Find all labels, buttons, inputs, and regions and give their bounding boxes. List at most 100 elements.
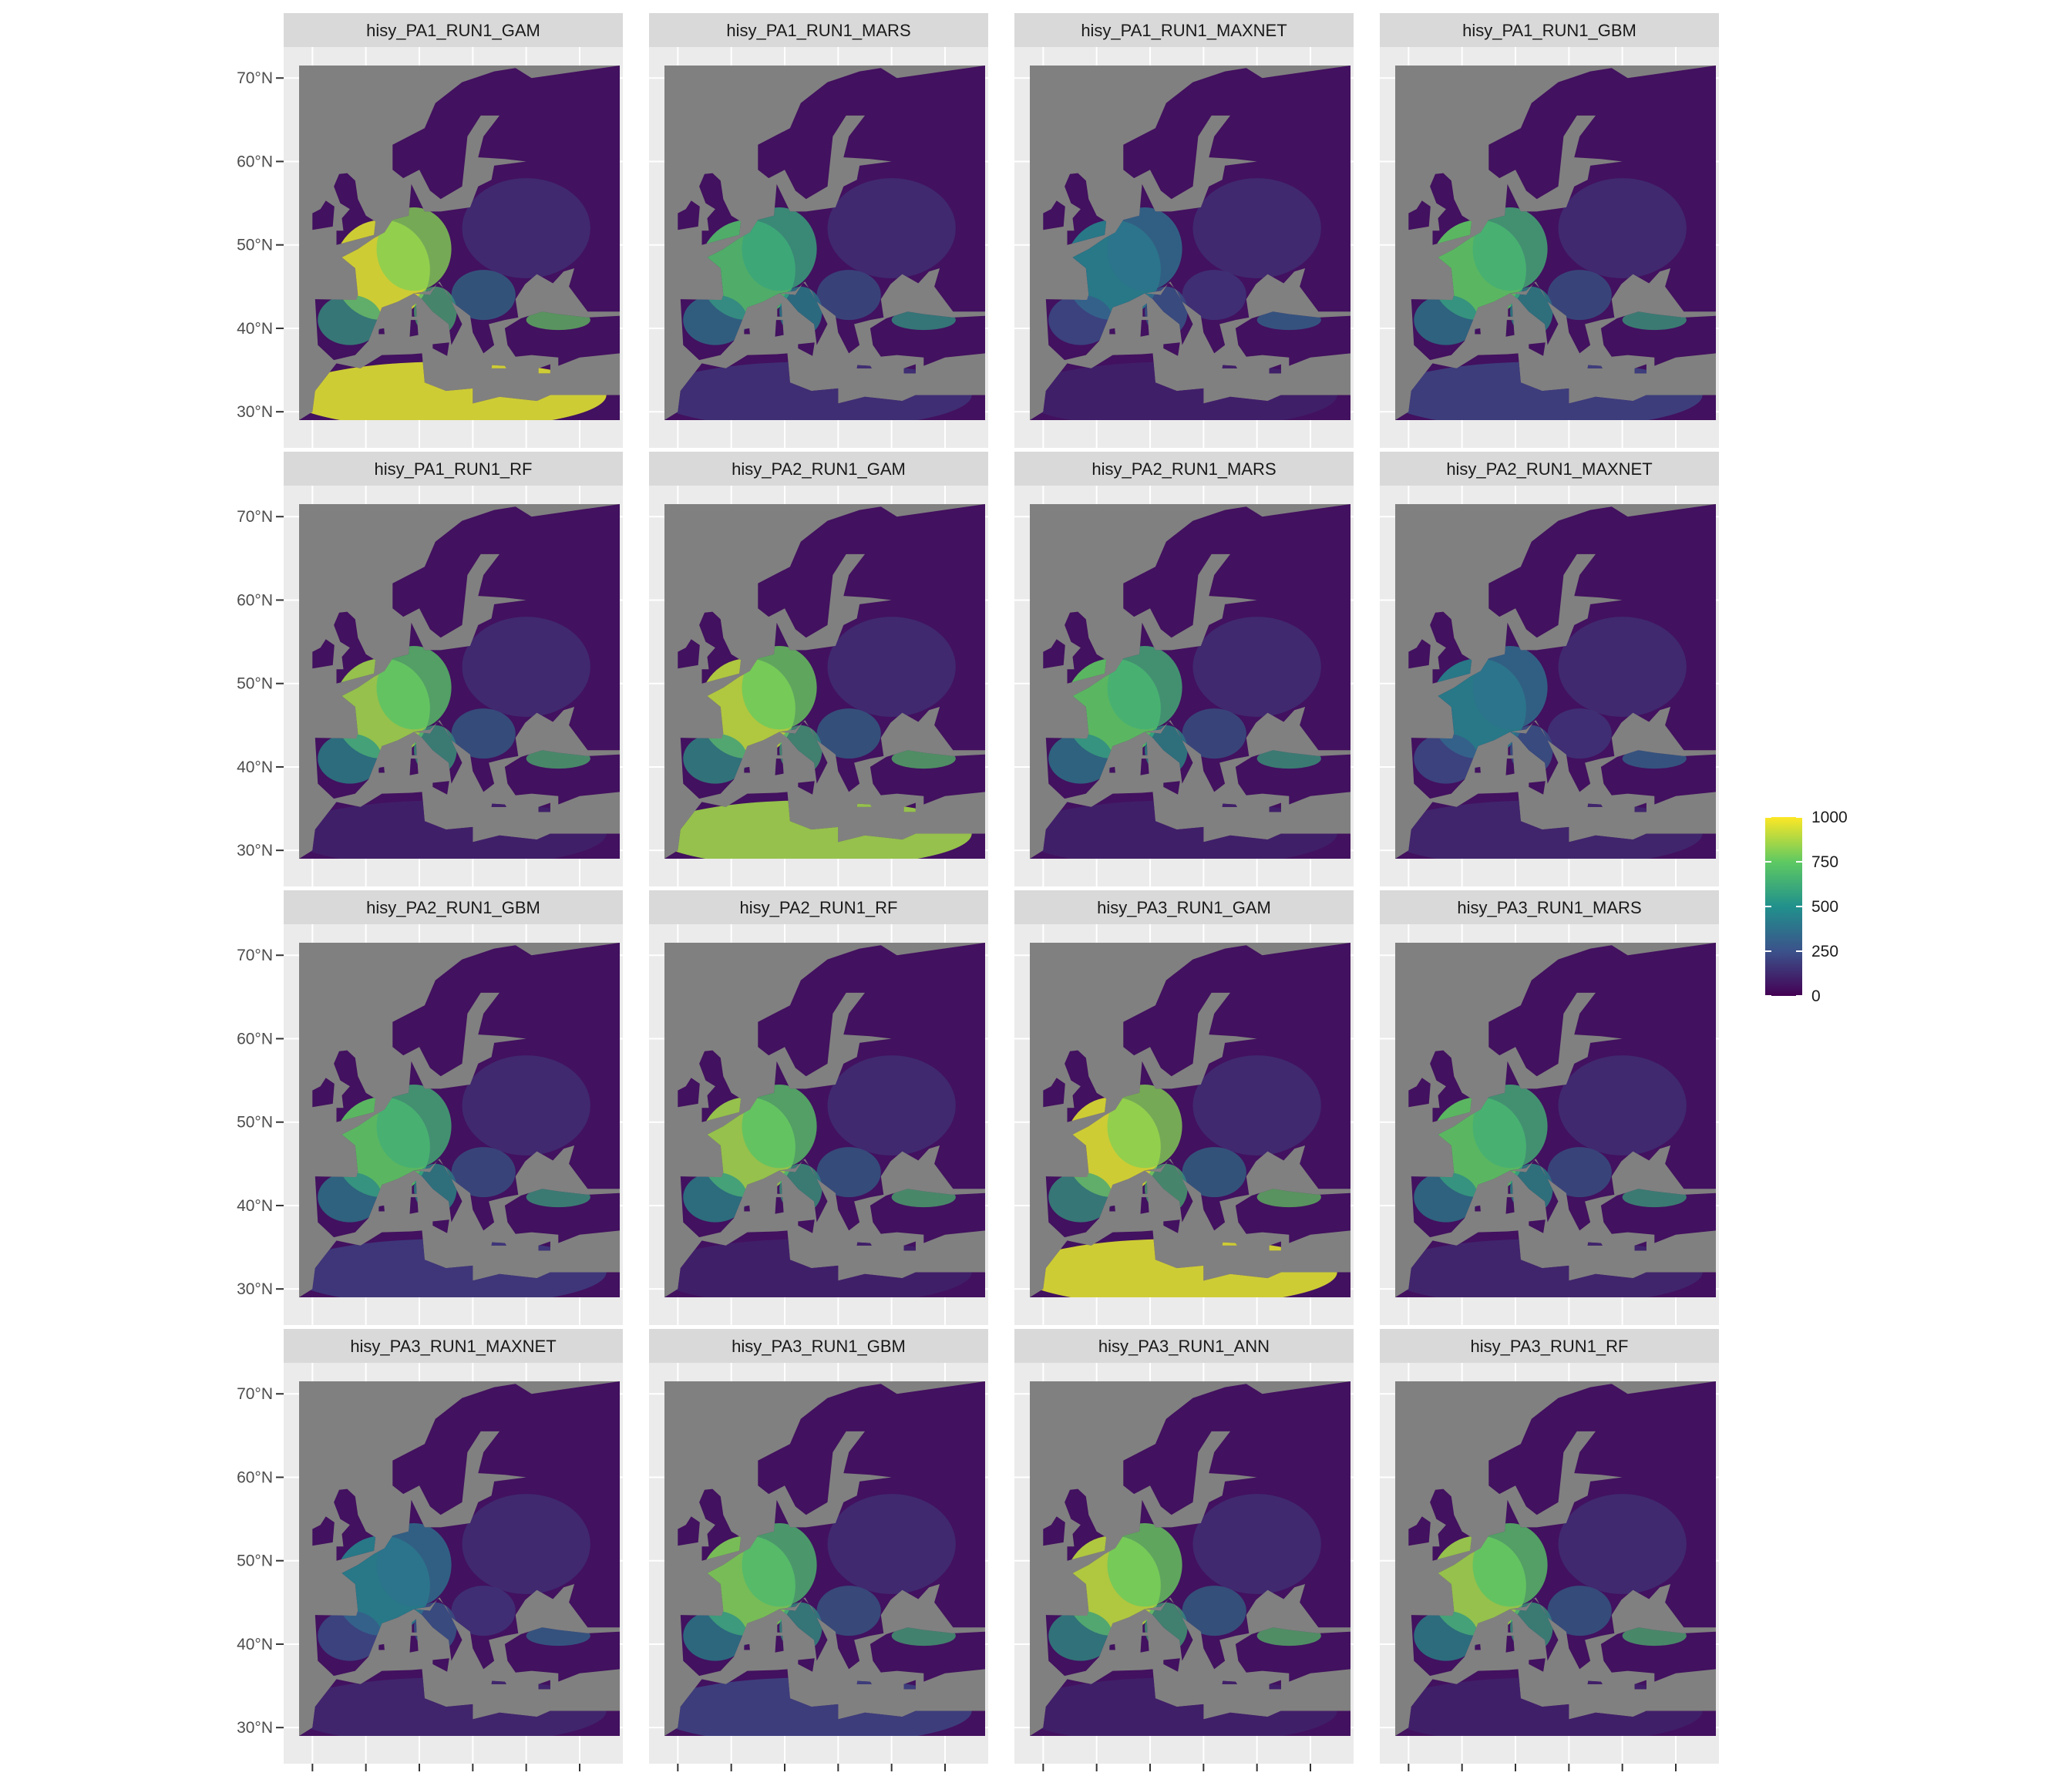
lat-tick-label: 30°N (237, 403, 273, 421)
colorbar-legend: 1000 750 500 250 0 (1765, 809, 1848, 1005)
suitability-overlay (664, 178, 972, 420)
land-area (378, 1205, 385, 1212)
map-panel (649, 486, 988, 886)
map-panel (1014, 47, 1354, 448)
lat-tick-label: 70°N (237, 947, 273, 964)
land-area (378, 1643, 385, 1650)
land-area (1505, 1197, 1515, 1214)
facet-title: hisy_PA3_RUN1_ANN (1098, 1337, 1270, 1356)
land-area (409, 1636, 419, 1653)
land-area (678, 1516, 700, 1546)
map-panel (1014, 1363, 1354, 1764)
lat-tick-label: 30°N (237, 1280, 273, 1298)
land-area (798, 342, 815, 356)
land-area (1163, 1219, 1180, 1233)
land-area (1408, 639, 1431, 669)
land-area (1043, 200, 1065, 230)
facet-strip (1014, 1329, 1354, 1363)
land-area (432, 1658, 449, 1672)
land-area (775, 1197, 784, 1214)
lat-tick-label: 60°N (237, 591, 273, 609)
land-area (798, 781, 815, 795)
land-area (432, 781, 449, 795)
facet-title: hisy_PA2_RUN1_GAM (732, 459, 906, 479)
facet-strip (284, 890, 623, 924)
land-area (1475, 1643, 1481, 1650)
facet-panel: hisy_PA3_RUN1_ANN (1014, 1329, 1354, 1764)
land-area (1408, 200, 1431, 230)
facet-panel: hisy_PA3_RUN1_MAXNET (284, 1329, 623, 1764)
facet-panel: hisy_PA1_RUN1_GBM (1380, 13, 1719, 448)
facet-strip (1380, 1329, 1719, 1363)
land-area (1408, 1516, 1431, 1546)
land-area (1163, 342, 1180, 356)
land-area (1529, 342, 1546, 356)
map-panel (649, 1363, 988, 1764)
facet-strip (284, 1329, 623, 1363)
facet-title: hisy_PA1_RUN1_RF (374, 459, 532, 479)
land-area (312, 1516, 335, 1546)
lat-tick-label: 50°N (237, 675, 273, 693)
lat-tick-label: 40°N (237, 320, 273, 338)
land-area (1109, 1205, 1115, 1212)
map-panel (649, 924, 988, 1325)
facet-strip (1014, 13, 1354, 47)
lat-tick-label: 30°N (237, 1719, 273, 1737)
land-area (432, 342, 449, 356)
facet-panel: hisy_PA2_RUN1_GBM (284, 890, 623, 1325)
land-area (312, 639, 335, 669)
land-area (678, 1078, 700, 1108)
land-area (1529, 1658, 1546, 1672)
land-area (432, 1219, 449, 1233)
land-area (1140, 320, 1149, 337)
facet-panel: hisy_PA1_RUN1_MAXNET (1014, 13, 1354, 448)
land-area (1505, 1636, 1515, 1653)
latitude-axis: 70°N 60°N 50°N 40°N 30°N 70°N 60°N 50°N 40°N 30°N… (237, 69, 284, 1737)
facet-title: hisy_PA1_RUN1_MAXNET (1081, 21, 1287, 40)
map-panel (1014, 924, 1354, 1325)
map-panel (1014, 486, 1354, 886)
map-panel (1380, 924, 1719, 1325)
facet-strip (1014, 452, 1354, 486)
facet-panel: hisy_PA2_RUN1_RF (649, 890, 988, 1325)
land-area (1475, 766, 1481, 773)
facet-strip (1380, 890, 1719, 924)
land-area (678, 200, 700, 230)
facet-title: hisy_PA2_RUN1_MARS (1092, 459, 1276, 479)
facet-title: hisy_PA1_RUN1_MARS (726, 21, 910, 40)
land-area (1140, 1197, 1149, 1214)
land-area (1140, 1636, 1149, 1653)
lat-tick-label: 40°N (237, 758, 273, 776)
land-area (378, 766, 385, 773)
land-area (1043, 639, 1065, 669)
facet-title: hisy_PA2_RUN1_RF (739, 898, 897, 917)
map-panel (284, 924, 623, 1325)
land-area (1505, 758, 1515, 775)
facet-panel: hisy_PA3_RUN1_GAM (1014, 890, 1354, 1325)
facet-panel: hisy_PA1_RUN1_MARS (649, 13, 988, 448)
legend-tick-label: 250 (1811, 943, 1838, 960)
facet-title: hisy_PA3_RUN1_MAXNET (350, 1337, 556, 1356)
lat-tick-label: 40°N (237, 1636, 273, 1653)
suitability-overlay (1395, 617, 1703, 859)
facet-panels: hisy_PA1_RUN1_GAM hisy_PA1_RUN1_MARS hisy_… (284, 13, 1719, 1764)
facet-panel: hisy_PA3_RUN1_GBM (649, 1329, 988, 1764)
land-area (1475, 1205, 1481, 1212)
land-area (798, 1219, 815, 1233)
facet-strip (284, 13, 623, 47)
land-area (775, 758, 784, 775)
facet-panel: hisy_PA3_RUN1_MARS (1380, 890, 1719, 1325)
facet-strip (649, 890, 988, 924)
facet-strip (284, 452, 623, 486)
land-area (409, 758, 419, 775)
land-area (409, 1197, 419, 1214)
map-panel (284, 1363, 623, 1764)
facet-panel: hisy_PA1_RUN1_GAM (284, 13, 623, 448)
land-area (1109, 1643, 1115, 1650)
facet-strip (1380, 13, 1719, 47)
map-panel (284, 47, 623, 448)
land-area (1043, 1078, 1065, 1108)
land-area (312, 200, 335, 230)
facet-title: hisy_PA3_RUN1_RF (1470, 1337, 1628, 1356)
facet-title: hisy_PA2_RUN1_MAXNET (1446, 459, 1652, 479)
